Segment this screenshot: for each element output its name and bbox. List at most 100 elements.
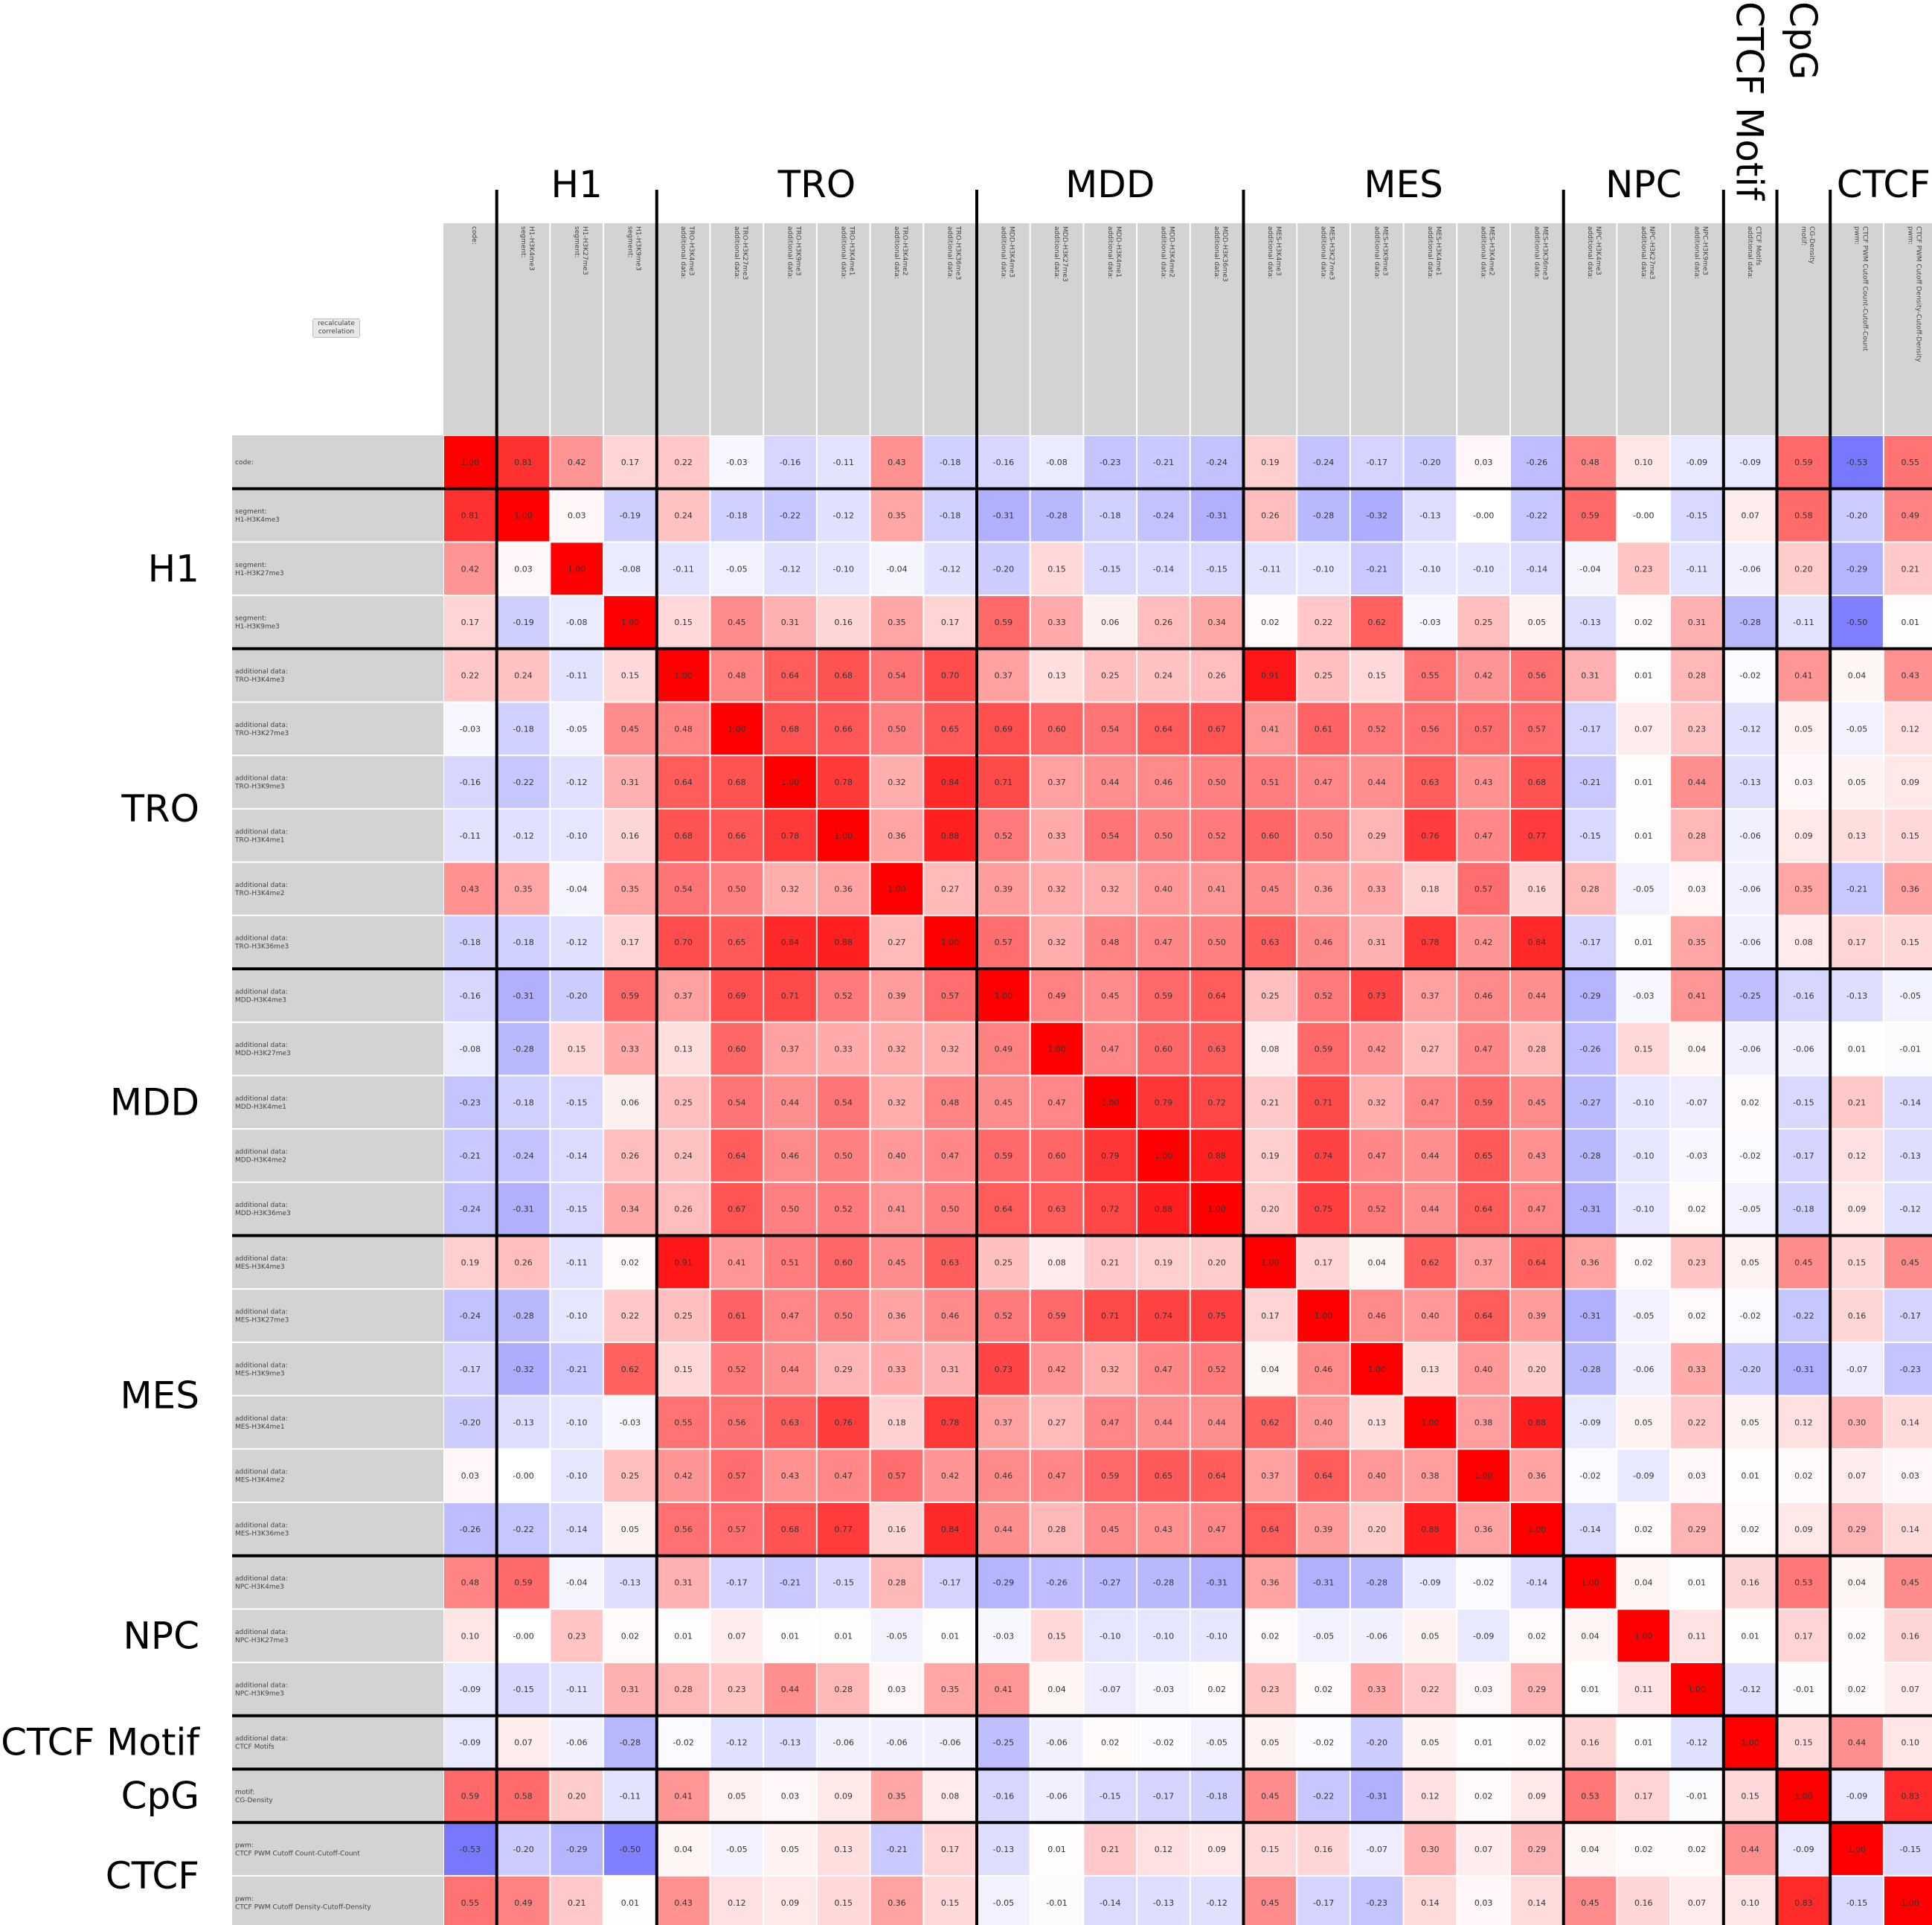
- cell-value-label: -0.15: [1100, 564, 1120, 574]
- heatmap-cell: [497, 1663, 550, 1715]
- heatmap-cell: [1084, 1823, 1137, 1875]
- heatmap-cell: [817, 1236, 870, 1289]
- cell-value-label: 0.65: [1155, 1471, 1173, 1481]
- heatmap-cell: [444, 1342, 496, 1395]
- cell-value-label: 0.01: [835, 1631, 853, 1641]
- row-label: additional data: MES-H3K4me2: [235, 1469, 288, 1484]
- heatmap-cell: [1404, 862, 1457, 915]
- cell-value-label: 0.32: [781, 884, 800, 894]
- heatmap-cell: [1777, 1182, 1830, 1235]
- heatmap-cell: [497, 862, 550, 915]
- heatmap-cell: [604, 1182, 656, 1235]
- cell-value-label: -0.28: [1313, 511, 1334, 521]
- heatmap-cell: [657, 542, 710, 595]
- heatmap-cell: [870, 1609, 923, 1662]
- column-label-line: additional data:: [1586, 226, 1594, 279]
- heatmap-cell: [710, 1022, 763, 1075]
- cell-value-label: -0.24: [460, 1311, 481, 1321]
- cell-value-label: 0.29: [1528, 1845, 1547, 1854]
- heatmap-cell: [978, 1130, 1030, 1182]
- heatmap-cell: [1564, 436, 1617, 488]
- cell-value-label: -0.00: [1633, 511, 1654, 521]
- heatmap-cell: [1137, 756, 1190, 808]
- heatmap-cell: [1831, 970, 1883, 1022]
- row-label-line: additional data:: [235, 828, 288, 836]
- column-label: additional data:MES-H3K4me3: [1266, 226, 1282, 279]
- heatmap-cell: [497, 1556, 550, 1609]
- heatmap-cell: [710, 649, 763, 702]
- column-label-line: additional data:: [946, 226, 954, 279]
- heatmap-cell: [1244, 970, 1297, 1022]
- cell-value-label: -0.06: [1739, 564, 1760, 574]
- heatmap-cell: [710, 1076, 763, 1129]
- cell-value-label: 0.32: [888, 1045, 906, 1054]
- cell-value-label: 0.79: [1155, 1098, 1173, 1107]
- cell-value-label: 0.50: [941, 1205, 960, 1214]
- heatmap-cell: [1884, 1236, 1932, 1289]
- heatmap-cell: [1030, 809, 1083, 862]
- column-label: additional data:TRO-H3K4me1: [839, 225, 855, 279]
- cell-value-label: 0.04: [1581, 1631, 1599, 1641]
- cell-value-label: -0.15: [1206, 564, 1227, 574]
- heatmap-cell: [764, 916, 816, 968]
- heatmap-cell: [1137, 1450, 1190, 1502]
- cell-value-label: 0.24: [674, 511, 693, 521]
- cell-value-label: 0.45: [1101, 1525, 1120, 1534]
- heatmap-cell: [1831, 916, 1883, 968]
- cell-value-label: 0.52: [995, 831, 1013, 841]
- cell-value-label: -0.22: [780, 511, 800, 521]
- cell-value-label: 0.57: [728, 1471, 746, 1481]
- cell-value-label: -0.17: [940, 1578, 960, 1588]
- heatmap-cell: [604, 1022, 656, 1075]
- heatmap-cell: [1724, 1236, 1777, 1289]
- column-label-line: MDD-H3K4me3: [1007, 226, 1015, 278]
- heatmap-cell: [1564, 916, 1617, 968]
- column-group-label: TRO: [777, 163, 856, 206]
- heatmap-cell: [551, 596, 603, 648]
- cell-value-label: 0.09: [1848, 1205, 1867, 1214]
- heatmap-cell: [978, 1556, 1030, 1609]
- cell-value-label: -0.10: [1153, 1631, 1174, 1641]
- heatmap-cell: [1244, 1182, 1297, 1235]
- heatmap-cell: [710, 1663, 763, 1715]
- heatmap-cell: [710, 1342, 763, 1395]
- heatmap-cell: [870, 1022, 923, 1075]
- cell-value-label: 0.22: [1421, 1685, 1440, 1694]
- cell-value-label: -0.02: [1579, 1471, 1600, 1481]
- cell-value-label: 0.10: [1901, 1738, 1920, 1748]
- heatmap-cell: [1777, 1769, 1830, 1822]
- cell-value-label: 0.44: [1207, 1418, 1226, 1427]
- cell-value-label: -0.14: [1527, 564, 1547, 574]
- heatmap-cell: [1884, 1556, 1932, 1609]
- heatmap-cell: [978, 436, 1030, 488]
- row-label-line: TRO-H3K4me3: [234, 676, 285, 684]
- heatmap-cell: [1350, 970, 1403, 1022]
- heatmap-cell: [1244, 436, 1297, 488]
- row-label: additional data: CTCF Motifs: [235, 1735, 288, 1751]
- cell-value-label: 0.64: [674, 778, 693, 787]
- cell-value-label: 0.18: [888, 1418, 906, 1427]
- cell-value-label: 0.19: [1261, 458, 1280, 467]
- cell-value-label: 0.59: [621, 991, 640, 1001]
- cell-value-label: -0.29: [1846, 564, 1867, 574]
- heatmap-cell: [1724, 489, 1777, 542]
- heatmap-cell: [710, 1609, 763, 1662]
- row-label-line: additional data:: [235, 1575, 288, 1583]
- cell-value-label: -0.13: [1153, 1898, 1174, 1908]
- heatmap-cell: [1350, 1609, 1403, 1662]
- cell-value-label: 0.17: [1634, 1791, 1653, 1801]
- heatmap-cell: [924, 702, 976, 755]
- cell-value-label: 0.84: [781, 938, 800, 947]
- heatmap-cell: [1671, 1182, 1723, 1235]
- heatmap-cell: [1511, 1290, 1563, 1342]
- cell-value-label: 0.36: [1261, 1578, 1280, 1588]
- cell-value-label: 0.41: [1261, 724, 1280, 734]
- cell-value-label: -0.09: [1687, 458, 1707, 467]
- heatmap-cell: [1884, 436, 1932, 488]
- heatmap-cell: [924, 1556, 976, 1609]
- heatmap-cell: [444, 436, 496, 488]
- heatmap-cell: [1671, 756, 1723, 808]
- heatmap-cell: [1511, 970, 1563, 1022]
- heatmap-cell: [1137, 1022, 1190, 1075]
- recalculate-correlation-button[interactable]: recalculate correlation: [312, 318, 360, 338]
